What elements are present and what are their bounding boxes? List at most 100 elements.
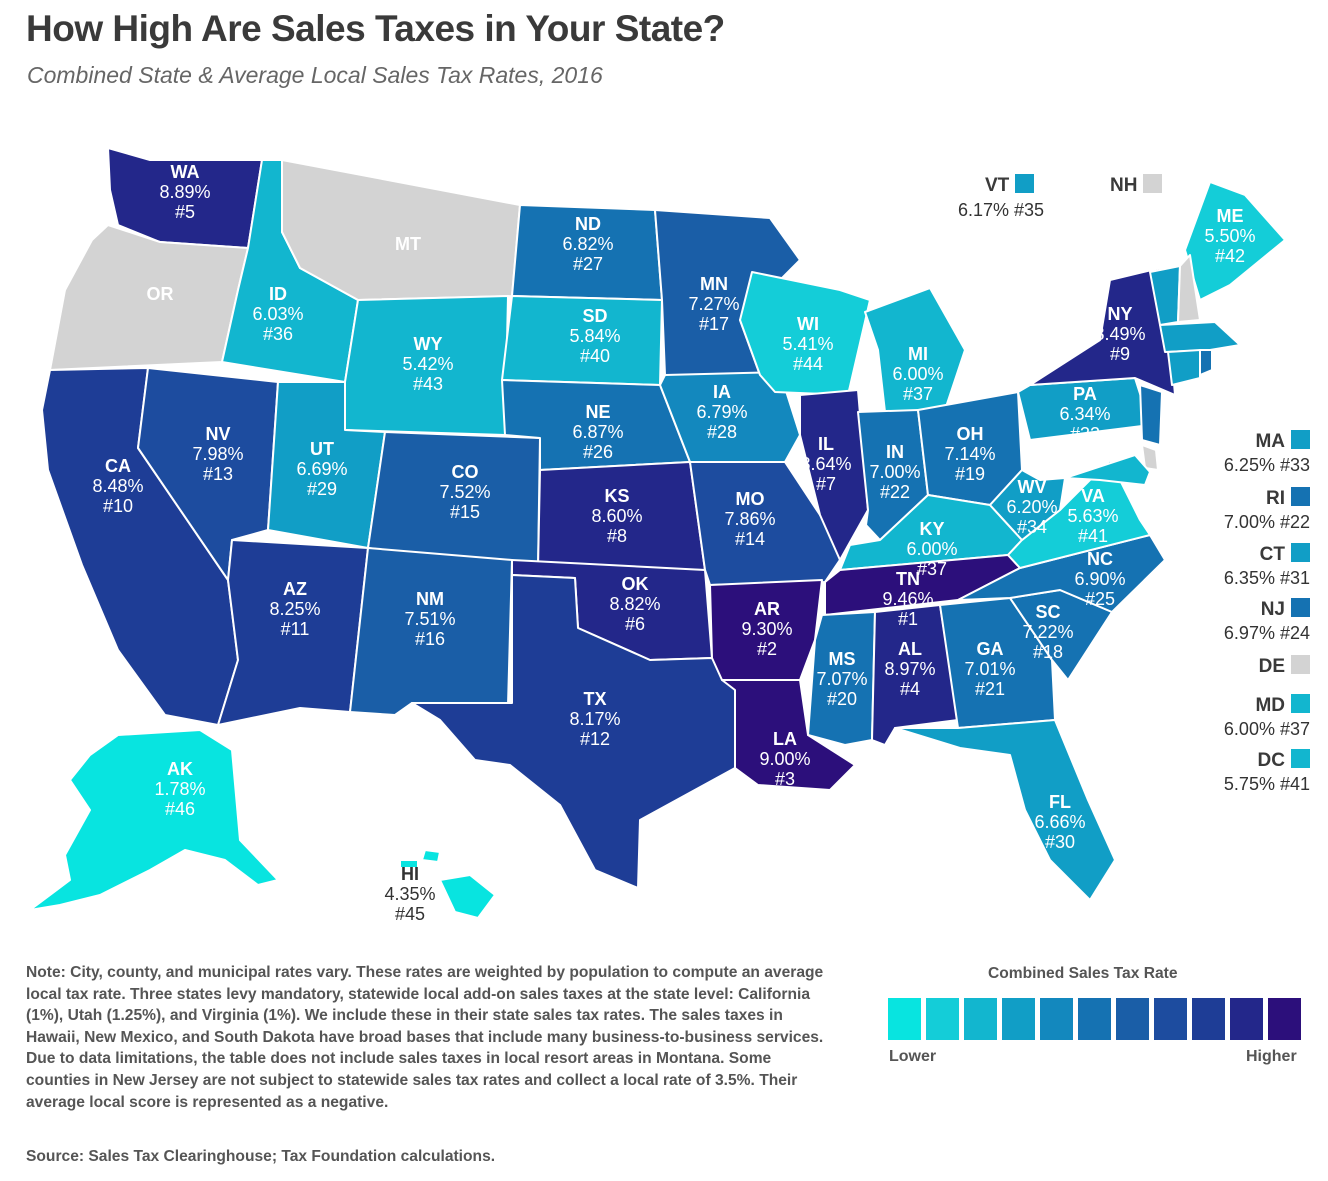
label-ut-abbr: UT xyxy=(310,439,334,459)
label-ut-rate: 6.69% xyxy=(296,459,347,479)
label-wy-rank: #43 xyxy=(413,374,443,394)
label-nd-abbr: ND xyxy=(575,214,601,234)
state-la xyxy=(721,679,856,791)
label-ga-rate: 7.01% xyxy=(964,659,1015,679)
label-wa-rank: #5 xyxy=(175,202,195,222)
label-hi-rate: 4.35% xyxy=(384,884,435,904)
callout-vt-value: 6.17% #35 xyxy=(958,200,1045,220)
label-mo-rank: #14 xyxy=(735,529,765,549)
page-subtitle: Combined State & Average Local Sales Tax… xyxy=(27,62,603,88)
label-in-rate: 7.00% xyxy=(869,462,920,482)
small-state-value: 7.00% #22 xyxy=(1223,512,1310,532)
label-nc-rank: #25 xyxy=(1085,589,1115,609)
label-az-rate: 8.25% xyxy=(269,599,320,619)
label-ks-rate: 8.60% xyxy=(591,506,642,526)
label-ny-abbr: NY xyxy=(1107,304,1132,324)
label-fl-rate: 6.66% xyxy=(1034,812,1085,832)
small-state-abbr: DE xyxy=(1258,656,1285,677)
label-me-rank: #42 xyxy=(1215,246,1245,266)
label-or-abbr: OR xyxy=(147,284,174,304)
small-state-value: 6.97% #24 xyxy=(1223,623,1310,643)
label-nv-rank: #13 xyxy=(203,464,233,484)
label-il-abbr: IL xyxy=(818,434,834,454)
small-state-swatch xyxy=(1291,694,1310,713)
label-ms-rate: 7.07% xyxy=(816,669,867,689)
label-mi-rate: 6.00% xyxy=(892,364,943,384)
label-wi-abbr: WI xyxy=(797,314,819,334)
small-state-value: 6.00% #37 xyxy=(1223,719,1310,739)
label-al-rate: 8.97% xyxy=(884,659,935,679)
label-ny-rate: 8.49% xyxy=(1094,324,1145,344)
source-line: Source: Sales Tax Clearinghouse; Tax Fou… xyxy=(26,1148,496,1165)
state-shapes xyxy=(29,147,1286,919)
label-fl-abbr: FL xyxy=(1049,792,1071,812)
label-id-rate: 6.03% xyxy=(252,304,303,324)
small-state-abbr: MD xyxy=(1255,695,1285,716)
state-mo xyxy=(689,461,851,586)
label-ga-rank: #21 xyxy=(975,679,1005,699)
state-wy xyxy=(344,295,509,436)
legend-swatch-8 xyxy=(1154,998,1187,1040)
label-ky-rank: #37 xyxy=(917,559,947,579)
label-sd-rate: 5.84% xyxy=(569,326,620,346)
label-in-abbr: IN xyxy=(886,442,904,462)
label-ca-rate: 8.48% xyxy=(92,476,143,496)
label-az-abbr: AZ xyxy=(283,579,307,599)
label-az-rank: #11 xyxy=(281,619,310,639)
state-nj xyxy=(1139,384,1163,446)
callout-vt: VT xyxy=(985,174,1035,197)
small-state-value: 5.75% #41 xyxy=(1223,774,1310,794)
label-sc-abbr: SC xyxy=(1035,602,1060,622)
state-il xyxy=(799,389,869,561)
label-la-abbr: LA xyxy=(773,729,797,749)
label-ar-rank: #2 xyxy=(757,639,777,659)
label-nc-rate: 6.90% xyxy=(1074,569,1125,589)
label-ks-abbr: KS xyxy=(604,486,629,506)
state-ct xyxy=(1167,349,1201,386)
callout-nh: NH xyxy=(1110,174,1163,197)
label-tn-abbr: TN xyxy=(896,569,920,589)
label-mt-abbr: MT xyxy=(395,234,421,254)
label-mn-abbr: MN xyxy=(700,274,728,294)
label-ia-rate: 6.79% xyxy=(696,402,747,422)
legend-title: Combined Sales Tax Rate xyxy=(988,965,1178,982)
label-ak-rate: 1.78% xyxy=(154,779,205,799)
label-wa-rate: 8.89% xyxy=(159,182,210,202)
label-il-rate: 8.64% xyxy=(800,454,851,474)
label-co-rank: #15 xyxy=(450,502,480,522)
label-co-abbr: CO xyxy=(452,462,479,482)
label-sc-rank: #18 xyxy=(1033,642,1063,662)
label-ca-abbr: CA xyxy=(105,456,131,476)
state-ri xyxy=(1199,349,1213,376)
label-id-abbr: ID xyxy=(269,284,287,304)
label-wy-abbr: WY xyxy=(414,334,443,354)
small-state-dc: DC 5.75% #41 xyxy=(1198,749,1310,795)
label-mo-abbr: MO xyxy=(736,489,765,509)
label-la-rate: 9.00% xyxy=(759,749,810,769)
label-id-rank: #36 xyxy=(263,324,293,344)
small-state-ct: CT 6.35% #31 xyxy=(1198,543,1310,589)
label-mi-abbr: MI xyxy=(908,344,928,364)
label-la-rank: #3 xyxy=(775,769,795,789)
label-wi-rank: #44 xyxy=(793,354,823,374)
small-state-abbr: RI xyxy=(1266,488,1285,509)
callout-vt-abbr: VT xyxy=(985,175,1010,196)
label-ia-rank: #28 xyxy=(707,422,737,442)
label-ga-abbr: GA xyxy=(977,639,1004,659)
small-state-de: DE xyxy=(1198,655,1310,678)
legend-high-label: Higher xyxy=(1246,1048,1297,1065)
label-tx-abbr: TX xyxy=(583,689,606,709)
label-hi-abbr: HI xyxy=(401,864,419,884)
label-nv-abbr: NV xyxy=(205,424,230,444)
label-va-abbr: VA xyxy=(1081,486,1105,506)
label-va-rank: #41 xyxy=(1078,526,1108,546)
state-ma xyxy=(1159,321,1241,353)
label-al-abbr: AL xyxy=(898,639,922,659)
label-ar-abbr: AR xyxy=(754,599,780,619)
small-state-swatch xyxy=(1291,543,1310,562)
legend-swatch-2 xyxy=(926,998,959,1040)
state-ak xyxy=(29,729,279,911)
label-ne-rate: 6.87% xyxy=(572,422,623,442)
footnote: Note: City, county, and municipal rates … xyxy=(26,964,824,1111)
small-state-swatch xyxy=(1291,655,1310,674)
